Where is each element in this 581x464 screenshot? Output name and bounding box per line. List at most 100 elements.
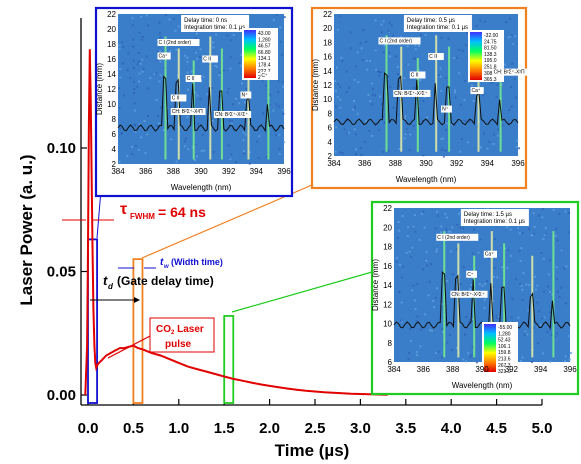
peak-label-bg	[441, 105, 452, 113]
inset-noise	[459, 226, 462, 229]
inset-noise	[442, 155, 445, 158]
inset-noise	[461, 49, 464, 52]
inset-noise	[439, 67, 442, 70]
inset-noise	[121, 62, 124, 65]
inset-noise	[462, 266, 465, 269]
inset-noise	[396, 113, 399, 116]
peak-label-bg	[157, 52, 171, 60]
inset-noise	[518, 232, 521, 235]
inset-noise	[142, 68, 145, 71]
inset-noise	[554, 234, 557, 237]
tw-sub: w	[164, 264, 169, 270]
inset-noise	[241, 82, 244, 85]
inset-noise	[469, 288, 472, 291]
inset-noise	[541, 317, 544, 320]
inset-noise	[470, 353, 473, 356]
gate-rect-2	[223, 315, 235, 404]
inset-noise	[277, 80, 280, 83]
inset-noise	[520, 360, 523, 363]
inset-x-tick: 394	[250, 167, 264, 176]
inset-noise	[444, 129, 447, 132]
inset-noise	[281, 80, 284, 83]
inset-noise	[564, 360, 567, 363]
inset-noise	[517, 227, 520, 230]
inset-noise	[229, 67, 232, 70]
inset-noise	[484, 20, 487, 23]
x-tick-label: 1.5	[214, 420, 235, 437]
inset-noise	[365, 59, 368, 62]
inset-noise	[507, 36, 510, 39]
inset-noise	[418, 44, 421, 47]
inset-noise	[454, 91, 457, 94]
inset-noise	[397, 221, 400, 224]
inset-noise	[226, 91, 229, 94]
peak-label-bg	[202, 55, 218, 63]
inset-noise	[495, 95, 498, 98]
inset-noise	[420, 328, 423, 331]
inset-noise	[493, 133, 496, 136]
inset-y-tick: 14	[323, 67, 332, 76]
inset-x-tick: 390	[475, 365, 489, 374]
inset-noise	[229, 56, 232, 59]
inset-y-tick: 22	[107, 10, 116, 19]
inset-noise	[526, 333, 529, 336]
inset-noise	[481, 284, 484, 287]
inset-noise	[350, 47, 353, 50]
inset-info-bg	[460, 209, 529, 226]
inset-noise	[440, 231, 443, 234]
inset-noise	[458, 49, 461, 52]
fwhm-annotation: τ FWHM = 64 ns	[62, 201, 206, 221]
inset-x-tick: 384	[327, 159, 341, 168]
inset-noise	[279, 26, 282, 29]
inset-noise	[514, 278, 517, 281]
inset-noise	[374, 49, 377, 52]
inset-noise	[129, 76, 132, 79]
inset-emission-line	[443, 231, 446, 358]
inset-noise	[186, 71, 189, 74]
inset-noise	[136, 63, 139, 66]
inset-noise	[371, 103, 374, 106]
colorbar-label: 195.0	[484, 58, 497, 64]
inset-noise	[569, 352, 572, 355]
inset-noise	[416, 315, 419, 318]
inset-noise	[145, 55, 148, 58]
inset-noise	[380, 30, 383, 33]
inset-x-tick: 392	[505, 365, 519, 374]
inset-noise	[564, 355, 567, 358]
inset-noise	[507, 249, 510, 252]
inset-noise	[353, 128, 356, 131]
inset-noise	[430, 329, 433, 332]
inset-noise	[190, 70, 193, 73]
inset-noise	[194, 91, 197, 94]
inset-y-tick: 10	[323, 95, 332, 104]
inset-noise	[445, 216, 448, 219]
inset-y-tick: 22	[383, 204, 392, 213]
connector-green	[231, 271, 373, 313]
inset-noise	[441, 303, 444, 306]
fwhm-value: = 64 ns	[158, 204, 206, 220]
inset-noise	[353, 100, 356, 103]
inset-noise	[257, 157, 260, 160]
peak-label-bg	[436, 233, 479, 241]
inset-noise	[521, 299, 524, 302]
inset-noise	[146, 87, 149, 90]
inset-noise	[277, 91, 280, 94]
inset-noise	[441, 328, 444, 331]
inset-noise	[481, 94, 484, 97]
inset-noise	[412, 86, 415, 89]
inset-noise	[556, 290, 559, 293]
peak-label-bg	[470, 87, 484, 95]
inset-noise	[446, 122, 449, 125]
inset-noise	[403, 137, 406, 140]
inset-noise	[138, 31, 141, 34]
inset-noise	[396, 65, 399, 68]
colorbar-gradient	[484, 324, 496, 372]
inset-noise	[449, 230, 452, 233]
tw-text: (Width time)	[171, 257, 223, 267]
peak-label-bg	[260, 72, 272, 79]
inset-noise	[227, 87, 230, 90]
inset-noise	[506, 267, 509, 270]
inset-noise	[467, 81, 470, 84]
inset-noise	[349, 31, 352, 34]
inset-noise	[550, 333, 553, 336]
